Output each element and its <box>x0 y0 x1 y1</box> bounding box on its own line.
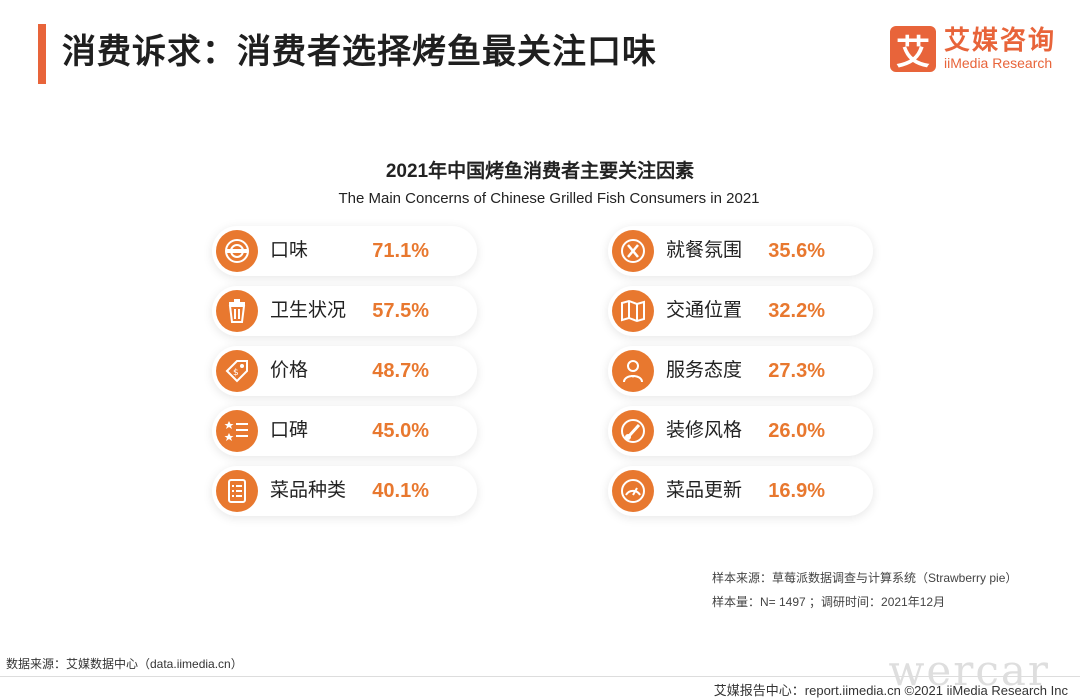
page-title: 消费诉求：消费者选择烤鱼最关注口味 <box>62 33 657 71</box>
factor-value: 16.9% <box>768 480 825 502</box>
factor-value: 32.2% <box>768 300 825 322</box>
factor-item: 口碑 45.0% <box>212 406 477 456</box>
factor-value: 27.3% <box>768 360 825 382</box>
factor-label: 交通位置 <box>666 300 743 321</box>
factor-item: 卫生状况 57.5% <box>212 286 477 336</box>
factor-label: 价格 <box>270 360 309 381</box>
brand-name-en: iiMedia Research <box>943 55 1053 71</box>
factor-item: 装修风格 26.0% <box>608 406 873 456</box>
factor-value: 26.0% <box>768 420 825 442</box>
factor-label: 口碑 <box>270 420 309 441</box>
factor-item: $ 价格 48.7% <box>212 346 477 396</box>
factor-value: 48.7% <box>372 360 429 382</box>
gauge-icon <box>612 470 654 512</box>
title-accent-bar <box>38 24 46 84</box>
factor-item: 菜品更新 16.9% <box>608 466 873 516</box>
factor-item: 交通位置 32.2% <box>608 286 873 336</box>
svg-text:$: $ <box>233 368 239 378</box>
price-tag-icon: $ <box>216 350 258 392</box>
factor-value: 45.0% <box>372 420 429 442</box>
chart-subtitle: The Main Concerns of Chinese Grilled Fis… <box>338 190 760 207</box>
factor-label: 菜品更新 <box>666 480 743 501</box>
menu-icon <box>216 470 258 512</box>
brush-icon <box>612 410 654 452</box>
factor-label: 装修风格 <box>666 420 743 441</box>
trash-bin-icon <box>216 290 258 332</box>
factor-item: 就餐氛围 35.6% <box>608 226 873 276</box>
brand-logo: 艾 艾媒咨询 iiMedia Research <box>889 25 1056 72</box>
factor-value: 57.5% <box>372 300 429 322</box>
rating-list-icon <box>216 410 258 452</box>
factor-label: 就餐氛围 <box>666 240 743 261</box>
waiter-icon <box>612 350 654 392</box>
factor-item: 口味 71.1% <box>212 226 477 276</box>
watermark: wercar <box>888 646 1050 695</box>
factor-value: 40.1% <box>372 480 429 502</box>
factor-label: 服务态度 <box>666 360 743 381</box>
factor-label: 卫生状况 <box>270 300 347 321</box>
factor-value: 71.1% <box>372 240 429 262</box>
cutlery-icon <box>612 230 654 272</box>
sample-source-note: 样本来源：草莓派数据调查与计算系统（Strawberry pie） <box>712 571 1018 585</box>
footer-divider <box>0 676 1080 677</box>
factor-label: 菜品种类 <box>270 480 347 501</box>
chart-title: 2021年中国烤鱼消费者主要关注因素 <box>385 161 695 182</box>
brand-name-cn: 艾媒咨询 <box>943 25 1056 55</box>
factor-column-left: 口味 71.1% 卫生状况 57.5% $ 价格 48.7% 口碑 45.0% … <box>212 226 477 526</box>
report-center-footer: 艾媒报告中心：report.iimedia.cn ©2021 iiMedia R… <box>713 683 1068 698</box>
factor-label: 口味 <box>270 240 309 261</box>
taste-icon <box>216 230 258 272</box>
map-icon <box>612 290 654 332</box>
brand-mark: 艾 <box>889 26 936 72</box>
data-source-footer: 数据来源：艾媒数据中心（data.iimedia.cn） <box>6 657 243 671</box>
factor-item: 服务态度 27.3% <box>608 346 873 396</box>
factor-value: 35.6% <box>768 240 825 262</box>
sample-size-note: 样本量：N= 1497 ；调研时间：2021年12月 <box>712 595 946 609</box>
factor-item: 菜品种类 40.1% <box>212 466 477 516</box>
factor-column-right: 就餐氛围 35.6% 交通位置 32.2% 服务态度 27.3% 装修风格 26… <box>608 226 873 526</box>
